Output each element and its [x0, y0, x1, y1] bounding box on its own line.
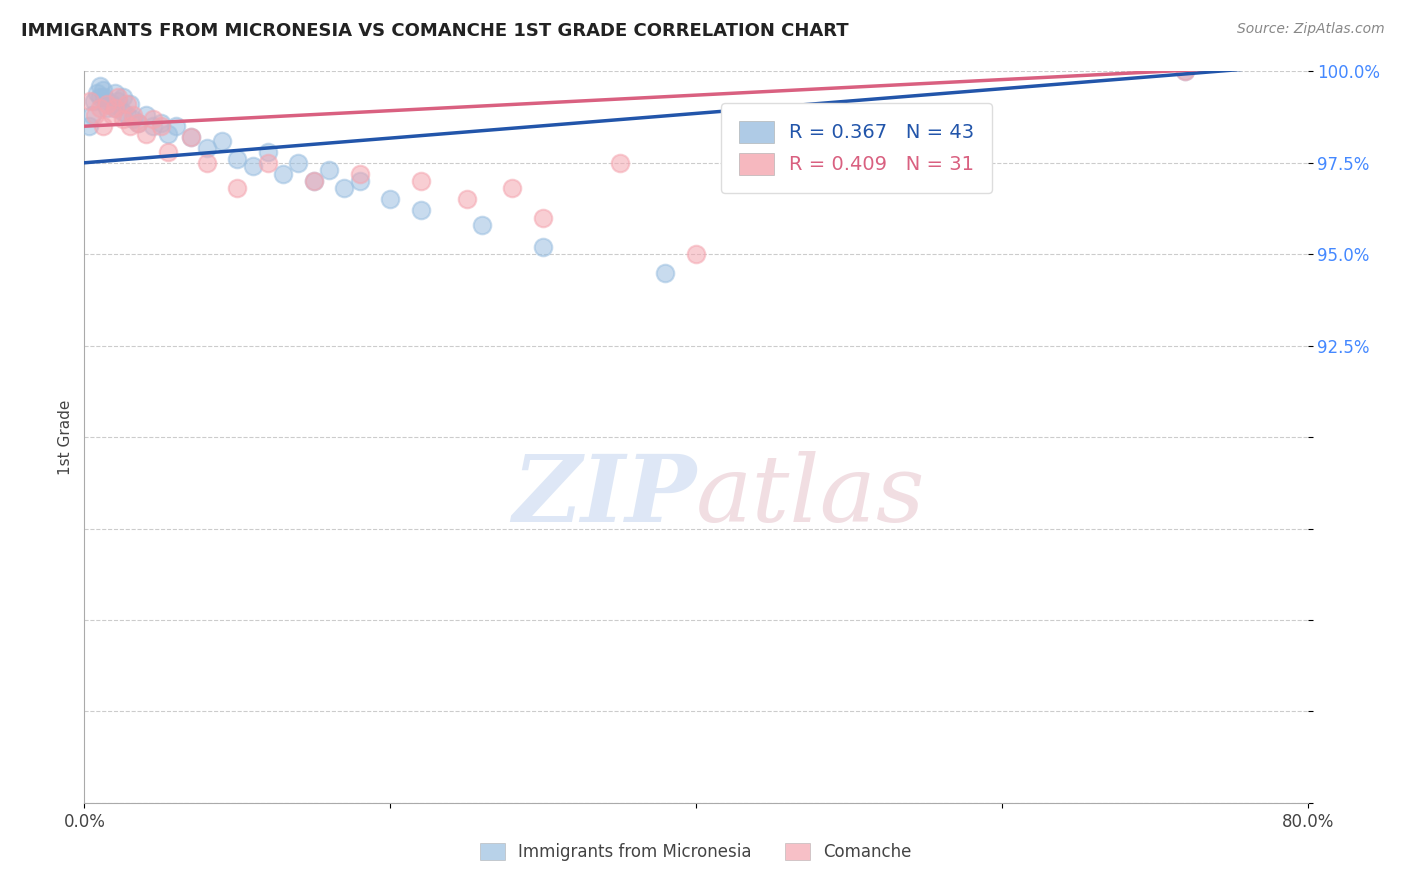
- Point: [111, 90, 134, 104]
- Point: [120, 97, 142, 112]
- Point: [456, 193, 478, 207]
- Point: [96, 97, 118, 112]
- Point: [195, 155, 218, 169]
- Point: [502, 181, 524, 195]
- Point: [287, 155, 309, 169]
- Point: [380, 193, 402, 207]
- Point: [127, 115, 149, 129]
- Point: [83, 94, 105, 108]
- Point: [149, 115, 172, 129]
- Point: [135, 127, 157, 141]
- Point: [349, 174, 371, 188]
- Point: [226, 181, 249, 195]
- Point: [107, 94, 129, 108]
- Point: [115, 97, 138, 112]
- Point: [195, 141, 218, 155]
- Point: [165, 120, 187, 134]
- Point: [120, 120, 142, 134]
- Point: [302, 174, 325, 188]
- Point: [89, 90, 111, 104]
- Point: [257, 145, 280, 159]
- Point: [333, 181, 356, 195]
- Point: [226, 152, 249, 166]
- Point: [101, 97, 124, 112]
- Point: [257, 155, 280, 169]
- Point: [91, 120, 114, 134]
- Point: [89, 78, 111, 93]
- Point: [1174, 64, 1197, 78]
- Point: [79, 94, 101, 108]
- Point: [349, 167, 371, 181]
- Point: [91, 83, 114, 97]
- Point: [111, 112, 134, 126]
- Point: [89, 101, 111, 115]
- Point: [180, 130, 202, 145]
- Text: Source: ZipAtlas.com: Source: ZipAtlas.com: [1237, 22, 1385, 37]
- Point: [271, 167, 294, 181]
- Point: [84, 108, 107, 122]
- Point: [101, 108, 124, 122]
- Point: [104, 101, 127, 115]
- Point: [685, 247, 707, 261]
- Point: [96, 94, 118, 108]
- Point: [104, 101, 127, 115]
- Point: [86, 87, 108, 101]
- Point: [960, 145, 983, 159]
- Point: [318, 163, 340, 178]
- Point: [302, 174, 325, 188]
- Point: [149, 120, 172, 134]
- Point: [115, 108, 138, 122]
- Point: [654, 266, 676, 280]
- Point: [157, 145, 180, 159]
- Point: [93, 90, 115, 104]
- Point: [122, 108, 145, 122]
- Point: [104, 87, 127, 101]
- Text: ZIP: ZIP: [512, 450, 696, 541]
- Point: [211, 134, 233, 148]
- Point: [135, 108, 157, 122]
- Point: [77, 120, 100, 134]
- Point: [111, 104, 134, 119]
- Point: [1174, 64, 1197, 78]
- Point: [157, 127, 180, 141]
- Point: [409, 203, 432, 218]
- Point: [471, 218, 494, 232]
- Legend: Immigrants from Micronesia, Comanche: Immigrants from Micronesia, Comanche: [474, 836, 918, 868]
- Point: [531, 211, 554, 225]
- Point: [409, 174, 432, 188]
- Point: [107, 90, 129, 104]
- Point: [127, 115, 149, 129]
- Point: [531, 240, 554, 254]
- Point: [122, 112, 145, 126]
- Point: [142, 120, 165, 134]
- Text: atlas: atlas: [696, 450, 925, 541]
- Point: [142, 112, 165, 126]
- Y-axis label: 1st Grade: 1st Grade: [58, 400, 73, 475]
- Point: [609, 155, 631, 169]
- Point: [180, 130, 202, 145]
- Point: [242, 160, 264, 174]
- Point: [96, 101, 118, 115]
- Point: [80, 108, 103, 122]
- Text: IMMIGRANTS FROM MICRONESIA VS COMANCHE 1ST GRADE CORRELATION CHART: IMMIGRANTS FROM MICRONESIA VS COMANCHE 1…: [21, 22, 849, 40]
